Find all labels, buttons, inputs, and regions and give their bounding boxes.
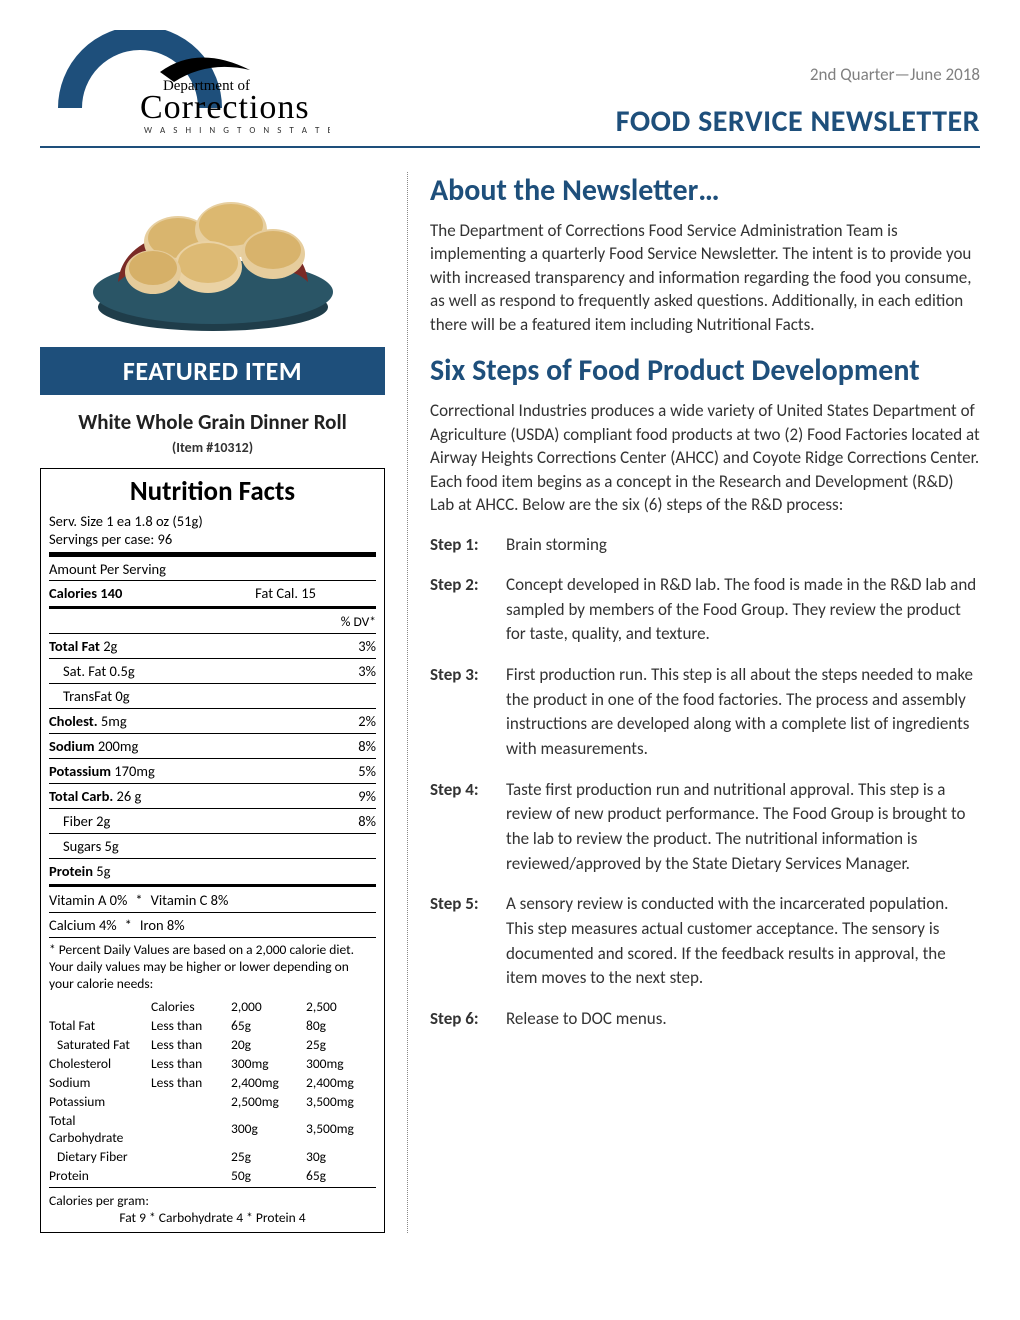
logo-state: W A S H I N G T O N S T A T E: [144, 125, 330, 136]
header-right: 2nd Quarter—June 2018 FOOD SERVICE NEWSL…: [330, 64, 980, 140]
nutrition-title: Nutrition Facts: [49, 475, 376, 508]
step-label: Step 3:: [430, 663, 506, 762]
step-row: Step 3:First production run. This step i…: [430, 663, 980, 762]
servings-per-case: Servings per case: 96: [49, 530, 376, 548]
ref-table-row: CholesterolLess than300mg300mg: [49, 1054, 376, 1073]
step-text: Brain storming: [506, 533, 980, 558]
nutrition-row: TransFat 0g: [49, 686, 376, 706]
step-text: First production run. This step is all a…: [506, 663, 980, 762]
step-row: Step 5:A sensory review is conducted wit…: [430, 892, 980, 991]
ref-table-row: Dietary Fiber25g30g: [49, 1147, 376, 1166]
logo: Department of Corrections W A S H I N G …: [40, 30, 330, 140]
amount-per-serving: Amount Per Serving: [49, 560, 376, 578]
serving-size: Serv. Size 1 ea 1.8 oz (51g): [49, 512, 376, 530]
nutrition-row: Cholest. 5mg2%: [49, 711, 376, 731]
about-body: The Department of Corrections Food Servi…: [430, 219, 980, 336]
nutrition-row: Total Fat 2g3%: [49, 636, 376, 656]
featured-food-image: [63, 172, 363, 337]
nutrition-row: Fiber 2g8%: [49, 811, 376, 831]
step-row: Step 1:Brain storming: [430, 533, 980, 558]
step-label: Step 1:: [430, 533, 506, 558]
step-row: Step 6:Release to DOC menus.: [430, 1007, 980, 1032]
nutrition-row: Sugars 5g: [49, 836, 376, 856]
calories-label: Calories 140: [49, 584, 122, 602]
step-text: A sensory review is conducted with the i…: [506, 892, 980, 991]
left-column: FEATURED ITEM White Whole Grain Dinner R…: [40, 172, 385, 1233]
featured-item-name: White Whole Grain Dinner Roll: [40, 409, 385, 435]
corrections-logo: Department of Corrections W A S H I N G …: [40, 30, 330, 140]
calories-row: Calories 140 Fat Cal. 15: [49, 583, 376, 603]
right-column: About the Newsletter… The Department of …: [407, 172, 980, 1233]
nutrition-facts-panel: Nutrition Facts Serv. Size 1 ea 1.8 oz (…: [40, 468, 385, 1233]
vitamin-row: Calcium 4%*Iron 8%: [49, 915, 376, 935]
six-steps-intro: Correctional Industries produces a wide …: [430, 399, 980, 516]
page-header: Department of Corrections W A S H I N G …: [40, 30, 980, 140]
step-text: Release to DOC menus.: [506, 1007, 980, 1032]
calories-per-gram-line: Fat 9 * Carbohydrate 4 * Protein 4: [49, 1209, 376, 1226]
ref-table-row: Potassium2,500mg3,500mg: [49, 1092, 376, 1111]
calories-per-gram-label: Calories per gram:: [49, 1192, 376, 1209]
step-label: Step 6:: [430, 1007, 506, 1032]
vitamin-row: Vitamin A 0%*Vitamin C 8%: [49, 890, 376, 910]
featured-item-bar: FEATURED ITEM: [40, 347, 385, 395]
content-columns: FEATURED ITEM White Whole Grain Dinner R…: [40, 172, 980, 1233]
newsletter-title: FOOD SERVICE NEWSLETTER: [330, 103, 980, 140]
fat-calories: Fat Cal. 15: [255, 584, 376, 602]
step-row: Step 4:Taste first production run and nu…: [430, 778, 980, 877]
issue-date: 2nd Quarter—June 2018: [330, 64, 980, 85]
ref-table-row: Total FatLess than65g80g: [49, 1016, 376, 1035]
step-text: Concept developed in R&D lab. The food i…: [506, 573, 980, 647]
logo-corrections: Corrections: [140, 89, 310, 126]
ref-table-row: Protein50g65g: [49, 1166, 376, 1185]
six-steps-title: Six Steps of Food Product Development: [430, 352, 980, 389]
step-row: Step 2:Concept developed in R&D lab. The…: [430, 573, 980, 647]
ref-table-row: Saturated FatLess than20g25g: [49, 1035, 376, 1054]
nutrition-row: Sat. Fat 0.5g3%: [49, 661, 376, 681]
featured-item-number: (Item #10312): [40, 439, 385, 456]
reference-intake-table: Calories2,0002,500Total FatLess than65g8…: [49, 997, 376, 1185]
step-label: Step 4:: [430, 778, 506, 877]
step-label: Step 5:: [430, 892, 506, 991]
header-rule: [40, 146, 980, 148]
nutrition-row: Sodium 200mg8%: [49, 736, 376, 756]
ref-table-row: Total Carbohydrate300g3,500mg: [49, 1111, 376, 1147]
dv-header: % DV*: [49, 612, 376, 631]
step-label: Step 2:: [430, 573, 506, 647]
steps-list: Step 1:Brain stormingStep 2:Concept deve…: [430, 533, 980, 1032]
nutrition-row: Total Carb. 26 g9%: [49, 786, 376, 806]
step-text: Taste first production run and nutrition…: [506, 778, 980, 877]
ref-table-row: SodiumLess than2,400mg2,400mg: [49, 1073, 376, 1092]
dv-note: * Percent Daily Values are based on a 2,…: [49, 942, 376, 993]
nutrition-row: Protein 5g: [49, 861, 376, 881]
about-title: About the Newsletter…: [430, 172, 980, 209]
nutrition-row: Potassium 170mg5%: [49, 761, 376, 781]
